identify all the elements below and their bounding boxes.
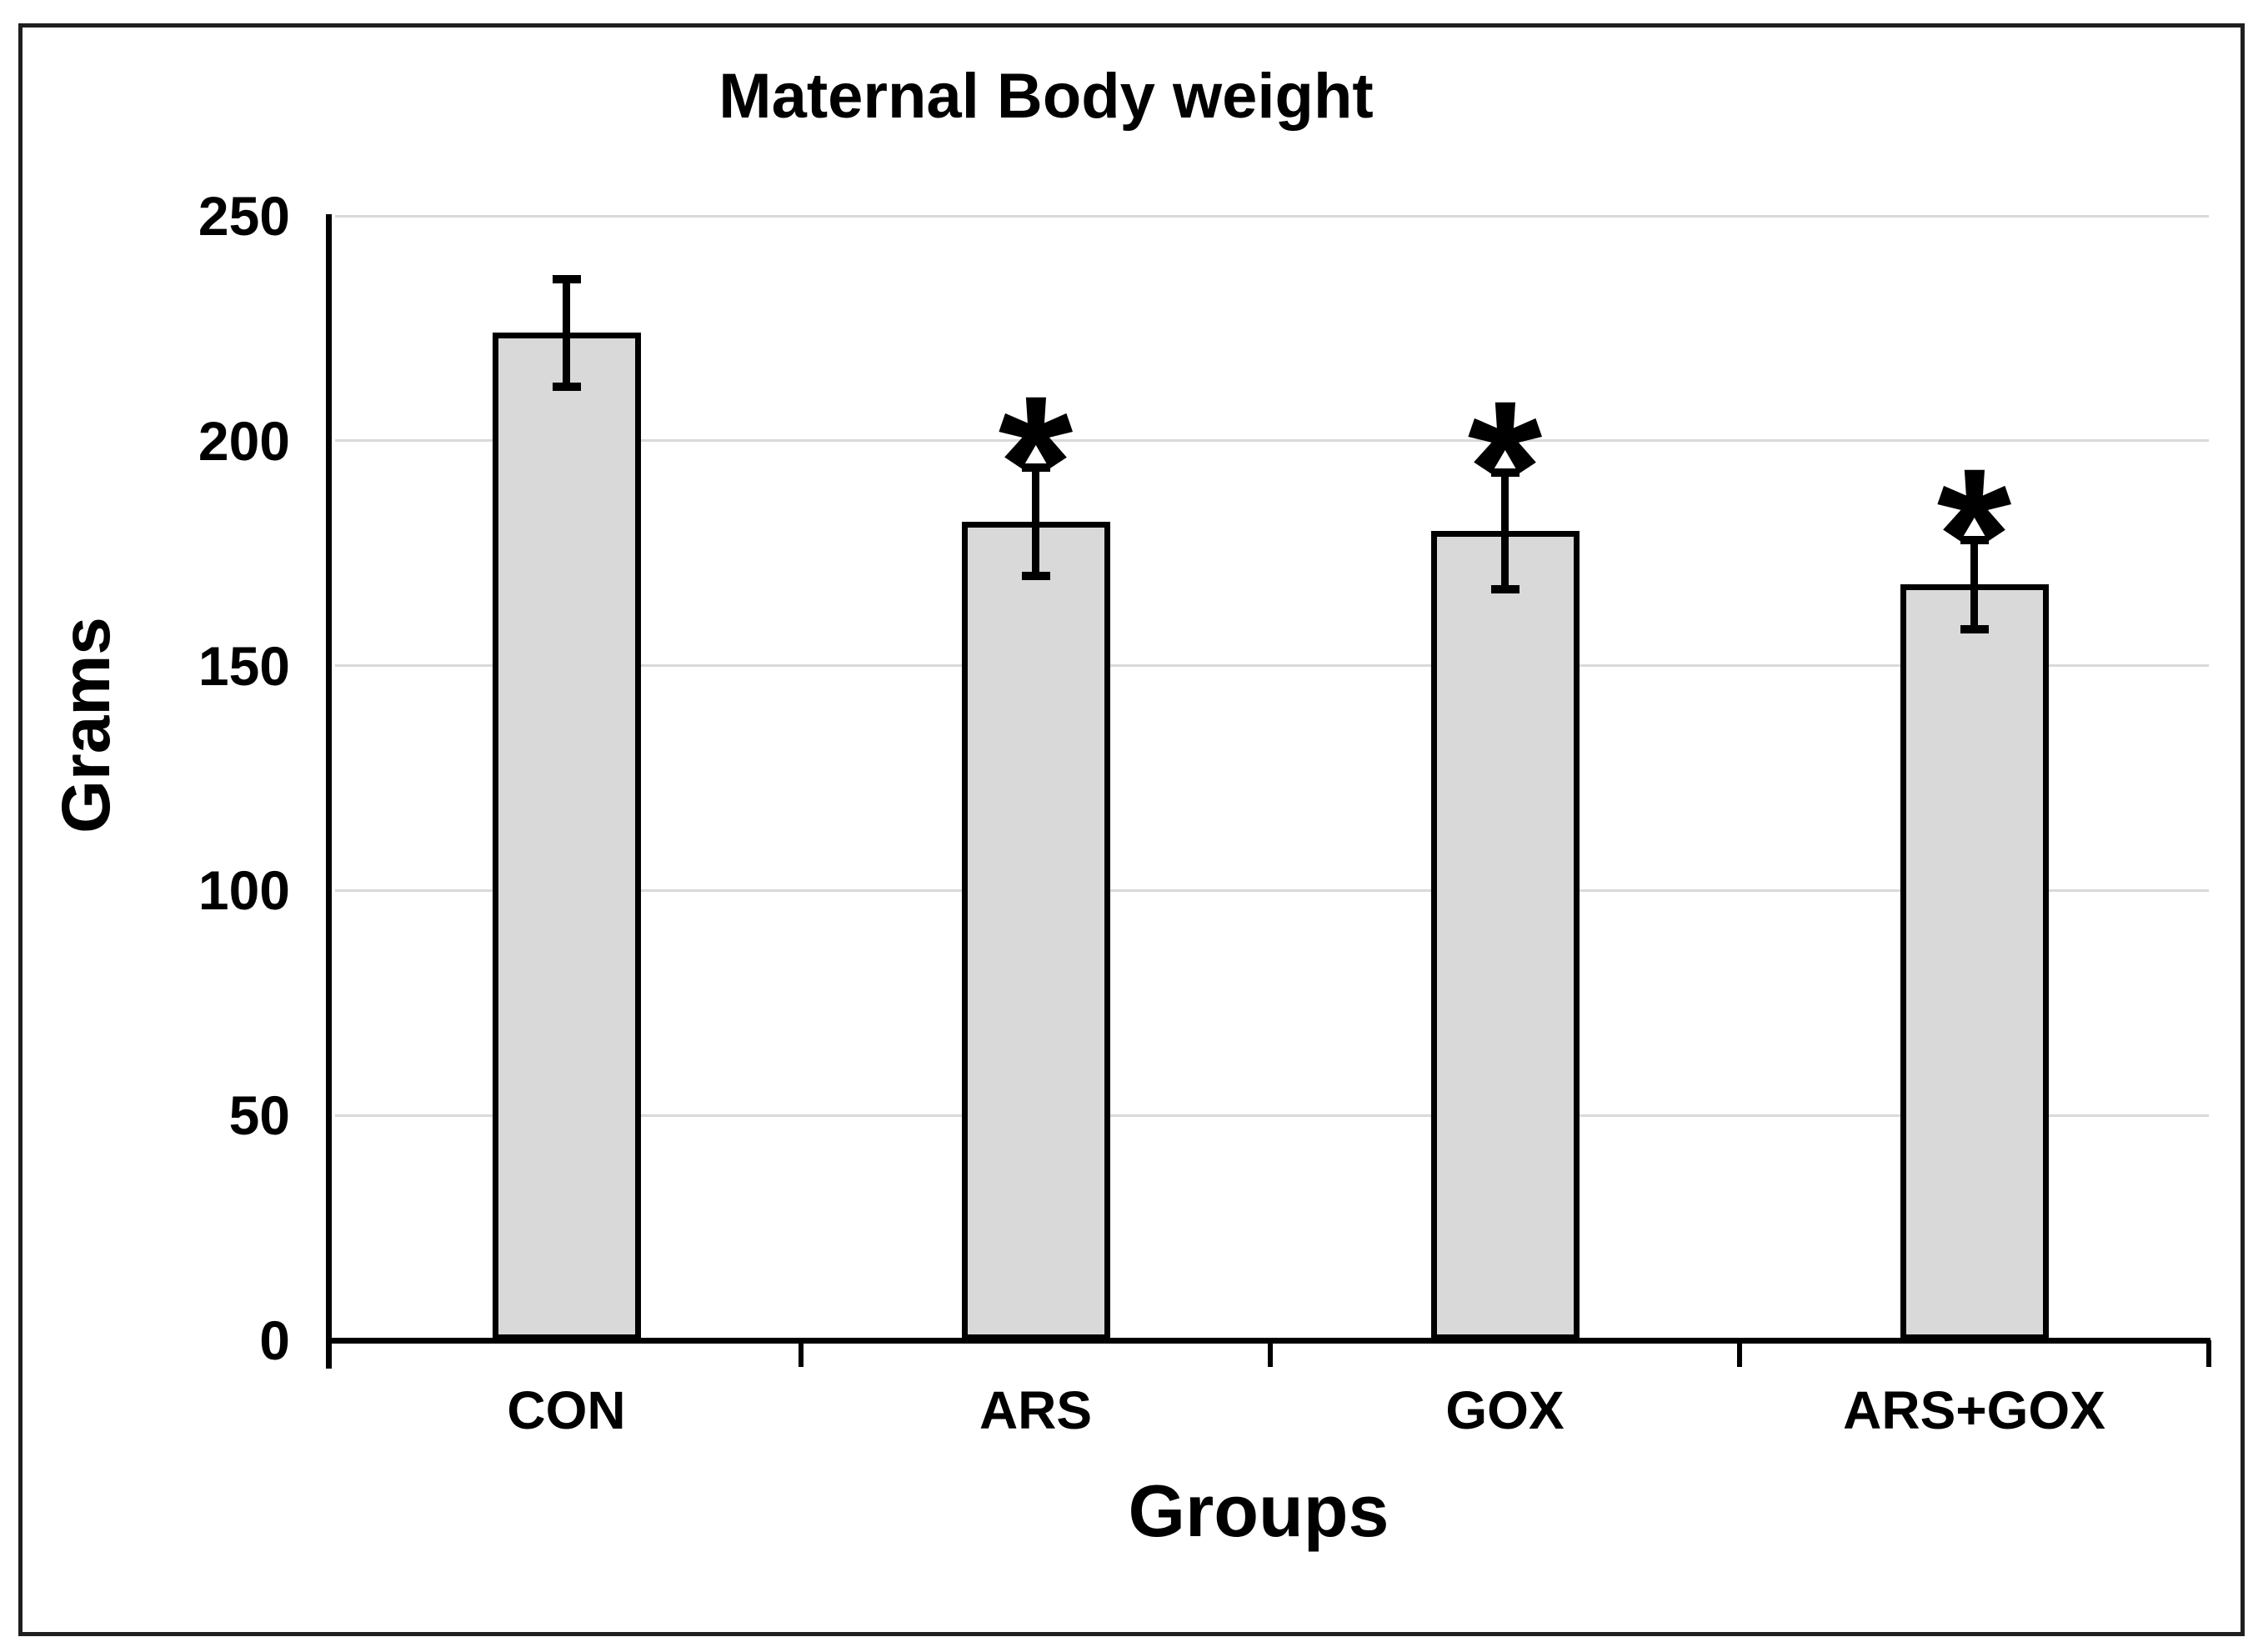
x-axis-tick-2 xyxy=(1268,1340,1273,1367)
error-bar-cap-top-ARS+GOX xyxy=(1960,535,1989,544)
y-tick-label-150: 150 xyxy=(198,634,290,697)
y-tick-label-200: 200 xyxy=(198,409,290,472)
category-label-ARS+GOX: ARS+GOX xyxy=(1843,1380,2105,1440)
category-label-GOX: GOX xyxy=(1445,1380,1565,1440)
error-bar-cap-top-CON xyxy=(552,274,581,283)
bar-GOX xyxy=(1430,530,1580,1340)
category-label-ARS: ARS xyxy=(979,1380,1093,1440)
x-axis-title: Groups xyxy=(1128,1469,1389,1552)
gridline-250 xyxy=(335,214,2209,218)
y-tick-label-0: 0 xyxy=(259,1309,290,1371)
x-axis-tick-3 xyxy=(1737,1340,1742,1367)
error-bar-line-ARS xyxy=(1032,468,1039,576)
error-bar-line-GOX xyxy=(1501,472,1509,589)
bar-ARS xyxy=(961,521,1110,1340)
category-label-CON: CON xyxy=(507,1380,626,1440)
error-bar-line-CON xyxy=(563,278,570,388)
significance-asterisk-GOX: * xyxy=(1467,360,1543,575)
x-axis-tick-1 xyxy=(799,1340,804,1367)
significance-asterisk-ARS: * xyxy=(998,356,1074,571)
gridline-50 xyxy=(335,1114,2209,1117)
error-bar-cap-bottom-GOX xyxy=(1490,584,1520,593)
y-tick-label-100: 100 xyxy=(198,859,290,922)
significance-asterisk-ARS+GOX: * xyxy=(1936,428,2012,643)
error-bar-cap-bottom-CON xyxy=(552,383,581,392)
gridline-100 xyxy=(335,889,2209,892)
figure-border xyxy=(18,23,2245,1636)
error-bar-line-ARS+GOX xyxy=(1970,539,1978,630)
y-axis-line xyxy=(326,214,332,1369)
error-bar-cap-bottom-ARS+GOX xyxy=(1960,625,1989,634)
x-axis-tick-4 xyxy=(2206,1340,2211,1367)
error-bar-cap-top-GOX xyxy=(1490,468,1520,477)
bar-CON xyxy=(492,333,641,1340)
error-bar-cap-top-ARS xyxy=(1021,463,1050,473)
gridline-200 xyxy=(335,439,2209,443)
y-axis-title: Grams xyxy=(48,617,124,834)
y-tick-label-50: 50 xyxy=(228,1084,290,1147)
chart-title: Maternal Body weight xyxy=(718,61,1374,132)
gridline-150 xyxy=(335,664,2209,668)
y-tick-label-250: 250 xyxy=(198,185,290,247)
bar-ARS+GOX xyxy=(1900,584,2049,1340)
error-bar-cap-bottom-ARS xyxy=(1021,571,1050,580)
